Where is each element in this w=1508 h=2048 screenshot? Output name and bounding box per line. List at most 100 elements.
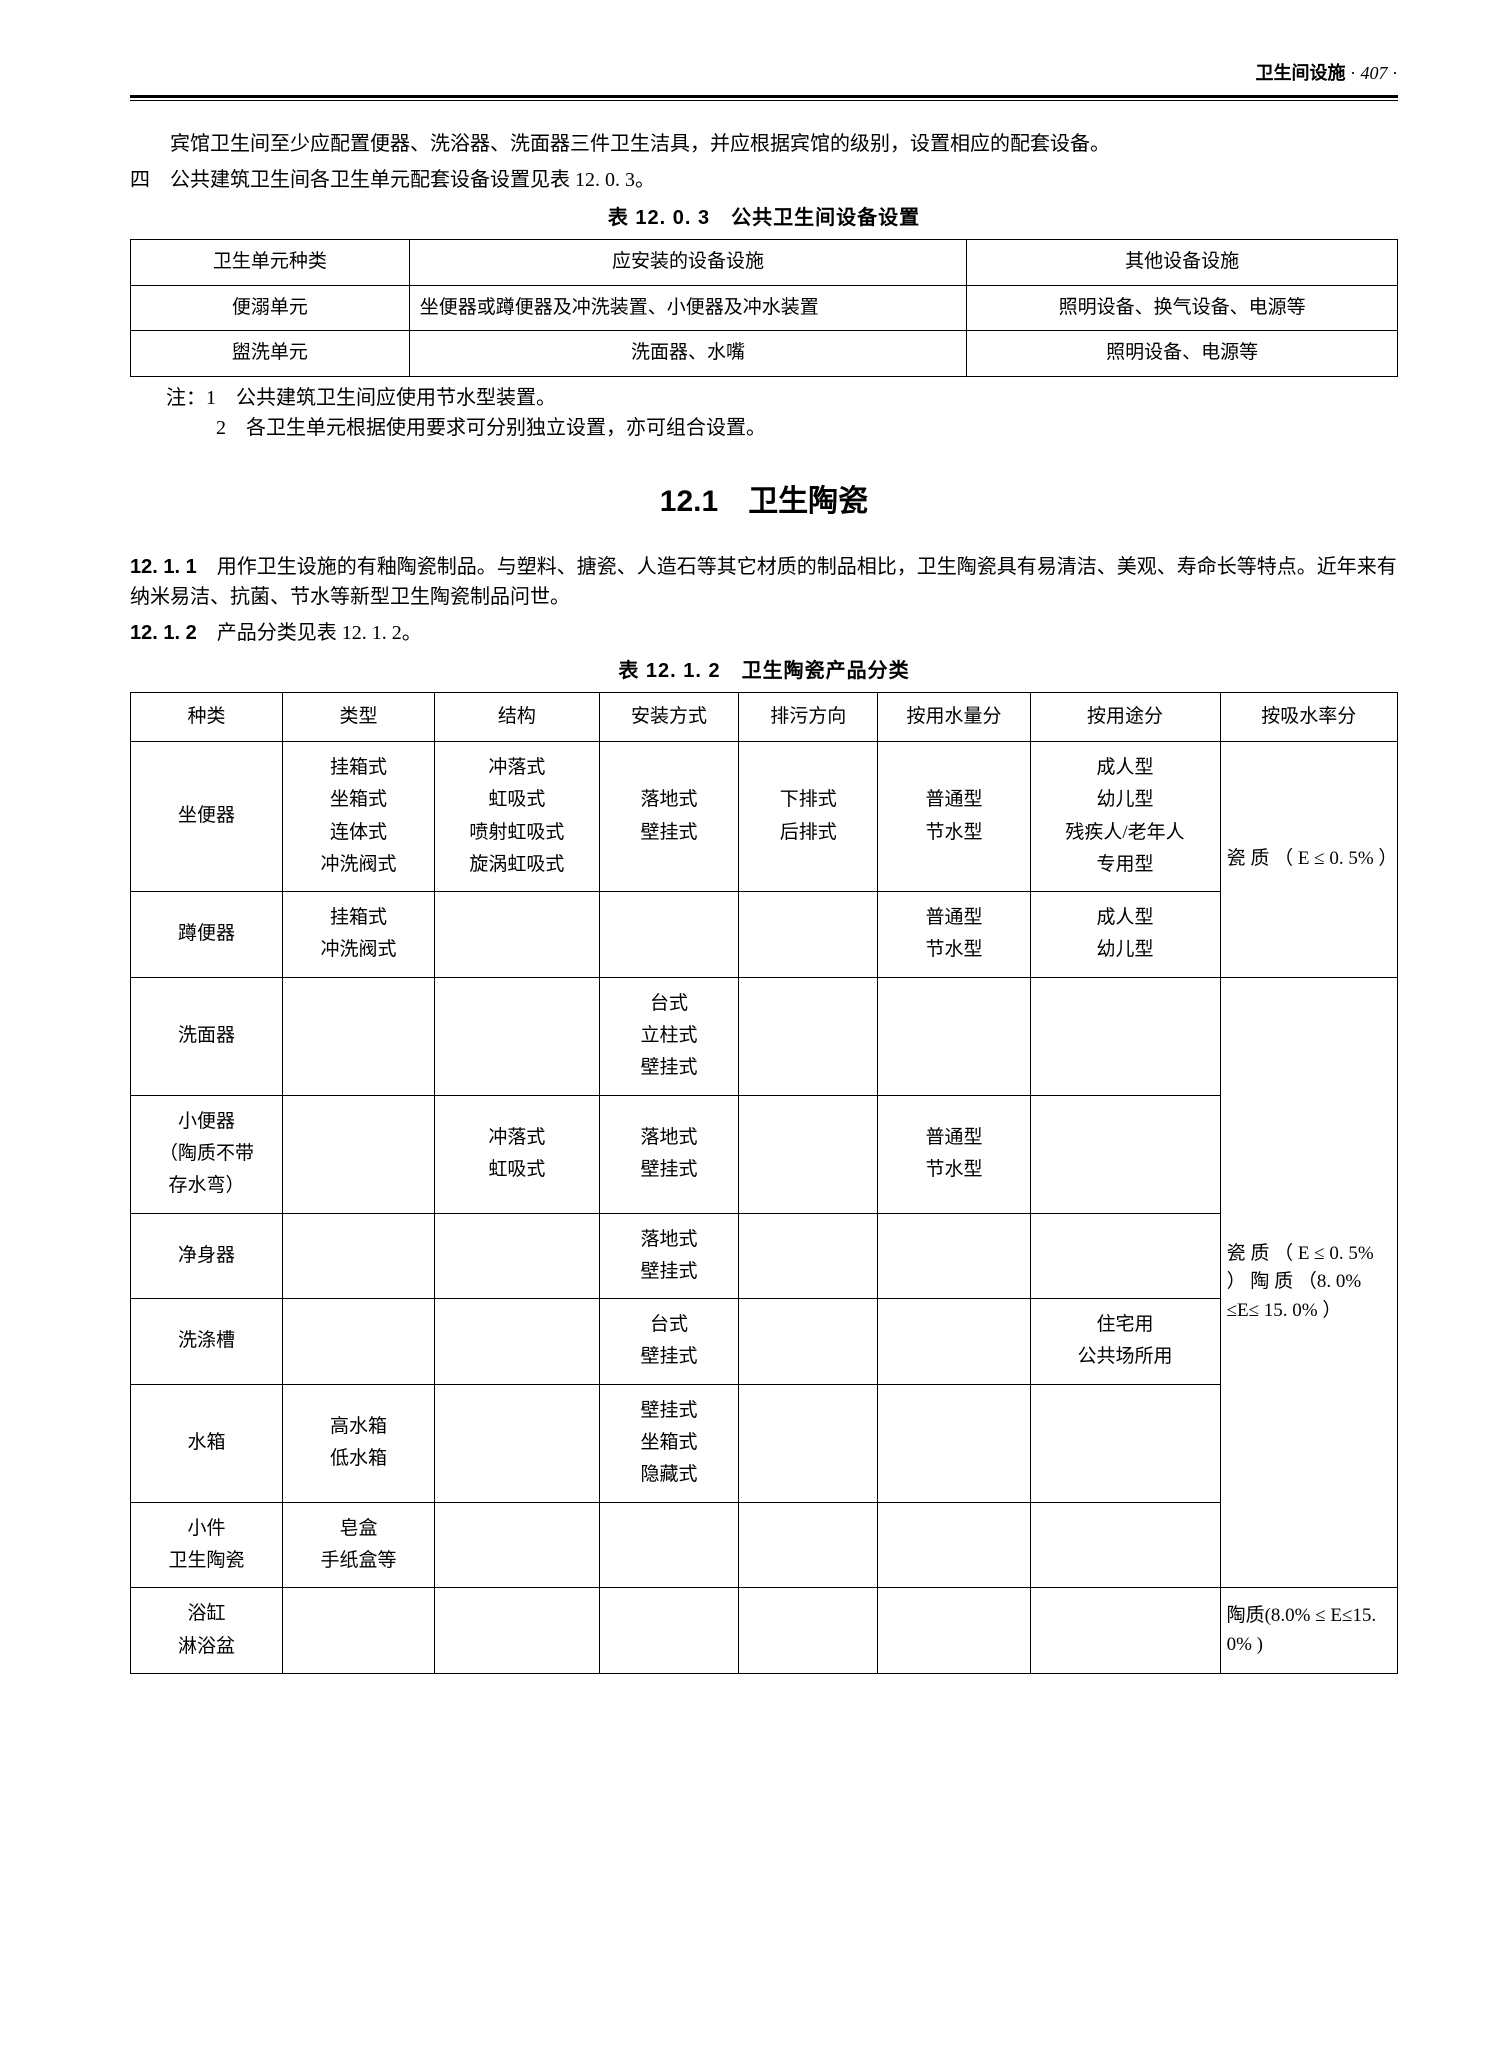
table-12-1-2-caption: 表 12. 1. 2 卫生陶瓷产品分类 (130, 656, 1398, 686)
t2-r4c1: 小便器 （陶质不带 存水弯） (131, 1095, 283, 1213)
t2-r6c2 (283, 1299, 435, 1385)
t2-r8c7 (1030, 1502, 1220, 1588)
t2-r3c1: 洗面器 (131, 977, 283, 1095)
dot: · (1350, 63, 1356, 83)
t2-r9c5 (739, 1588, 878, 1674)
header-title: 卫生间设施 (1256, 63, 1346, 83)
t2-r1c1: 坐便器 (131, 742, 283, 892)
t2-r4c4: 落地式 壁挂式 (599, 1095, 738, 1213)
t1-r2c3: 照明设备、电源等 (967, 331, 1398, 377)
intro-paragraph-2: 四 公共建筑卫生间各卫生单元配套设备设置见表 12. 0. 3。 (130, 165, 1398, 195)
t2-r6c4: 台式 壁挂式 (599, 1299, 738, 1385)
running-header: 卫生间设施 · 407 · (130, 60, 1398, 93)
t2-r5c2 (283, 1213, 435, 1299)
t2-r1c6: 普通型 节水型 (878, 742, 1030, 892)
t2-r8c2: 皂盒 手纸盒等 (283, 1502, 435, 1588)
t2-r8c3 (435, 1502, 600, 1588)
t2-r9c6 (878, 1588, 1030, 1674)
t2-r6c1: 洗涤槽 (131, 1299, 283, 1385)
t2-r1c5: 下排式 后排式 (739, 742, 878, 892)
t2-r9c2 (283, 1588, 435, 1674)
table-12-0-3: 卫生单元种类 应安装的设备设施 其他设备设施 便溺单元 坐便器或蹲便器及冲洗装置… (130, 239, 1398, 377)
t2-r9c4 (599, 1588, 738, 1674)
t2-r3c6 (878, 977, 1030, 1095)
t2-r8c4 (599, 1502, 738, 1588)
t2-r7c1: 水箱 (131, 1384, 283, 1502)
t2-r4c5 (739, 1095, 878, 1213)
t2-r8c1: 小件 卫生陶瓷 (131, 1502, 283, 1588)
clause-num: 12. 1. 1 (130, 556, 197, 578)
t1-r1c2: 坐便器或蹲便器及冲洗装置、小便器及冲水装置 (409, 285, 966, 331)
t2-r9c7 (1030, 1588, 1220, 1674)
header-rule (130, 95, 1398, 101)
t2-r5c7 (1030, 1213, 1220, 1299)
t2-h3: 结构 (435, 692, 600, 742)
t1-head-1: 卫生单元种类 (131, 240, 410, 286)
t2-r2c6: 普通型 节水型 (878, 892, 1030, 978)
t2-r4c3: 冲落式 虹吸式 (435, 1095, 600, 1213)
section-title: 卫生陶瓷 (748, 485, 868, 518)
t2-r3c7 (1030, 977, 1220, 1095)
t2-r2c2: 挂箱式 冲洗阀式 (283, 892, 435, 978)
t2-r1c3: 冲落式 虹吸式 喷射虹吸式 旋涡虹吸式 (435, 742, 600, 892)
notes-label: 注：1 公共建筑卫生间应使用节水型装置。 (166, 387, 556, 409)
t2-h4: 安装方式 (599, 692, 738, 742)
t2-r1c2: 挂箱式 坐箱式 连体式 冲洗阀式 (283, 742, 435, 892)
page-number: 407 (1361, 63, 1388, 83)
t2-r9c1: 浴缸 淋浴盆 (131, 1588, 283, 1674)
clause-12-1-2: 12. 1. 2 产品分类见表 12. 1. 2。 (130, 618, 1398, 648)
t2-r6c3 (435, 1299, 600, 1385)
t2-r5c4: 落地式 壁挂式 (599, 1213, 738, 1299)
table-12-0-3-caption: 表 12. 0. 3 公共卫生间设备设置 (130, 203, 1398, 233)
table-12-1-2: 种类 类型 结构 安装方式 排污方向 按用水量分 按用途分 按吸水率分 坐便器 … (130, 692, 1398, 1674)
t2-r2c3 (435, 892, 600, 978)
t2-r2c5 (739, 892, 878, 978)
t2-r4c7 (1030, 1095, 1220, 1213)
t2-r3c2 (283, 977, 435, 1095)
clause-num: 12. 1. 2 (130, 622, 197, 644)
t2-r3c5 (739, 977, 878, 1095)
t2-r7c3 (435, 1384, 600, 1502)
note-2: 2 各卫生单元根据使用要求可分别独立设置，亦可组合设置。 (216, 417, 766, 439)
dot: · (1392, 63, 1398, 83)
t1-head-3: 其他设备设施 (967, 240, 1398, 286)
clause-text: 产品分类见表 12. 1. 2。 (217, 622, 422, 644)
t2-r2c4 (599, 892, 738, 978)
t2-r7c2: 高水箱 低水箱 (283, 1384, 435, 1502)
t2-r7c7 (1030, 1384, 1220, 1502)
t2-r6c6 (878, 1299, 1030, 1385)
section-12-1-heading: 12.1 卫生陶瓷 (130, 479, 1398, 524)
t2-r5c6 (878, 1213, 1030, 1299)
t2-r7c4: 壁挂式 坐箱式 隐藏式 (599, 1384, 738, 1502)
t2-r3c3 (435, 977, 600, 1095)
t1-head-2: 应安装的设备设施 (409, 240, 966, 286)
t1-r2c2: 洗面器、水嘴 (409, 331, 966, 377)
t2-r7c6 (878, 1384, 1030, 1502)
t1-r1c1: 便溺单元 (131, 285, 410, 331)
t2-r3-8c8: 瓷 质 （ E ≤ 0. 5% ） 陶 质 （8. 0% ≤E≤ 15. 0% … (1220, 977, 1397, 1587)
t2-r7c5 (739, 1384, 878, 1502)
t2-r6c7: 住宅用 公共场所用 (1030, 1299, 1220, 1385)
t2-r8c6 (878, 1502, 1030, 1588)
t2-h8: 按吸水率分 (1220, 692, 1397, 742)
t2-r5c1: 净身器 (131, 1213, 283, 1299)
t2-r1c7: 成人型 幼儿型 残疾人/老年人 专用型 (1030, 742, 1220, 892)
t2-r9c8: 陶质(8.0% ≤ E≤15. 0% ) (1220, 1588, 1397, 1674)
t2-r5c5 (739, 1213, 878, 1299)
t2-r8c5 (739, 1502, 878, 1588)
table1-notes: 注：1 公共建筑卫生间应使用节水型装置。 2 各卫生单元根据使用要求可分别独立设… (130, 383, 1398, 443)
t2-r9c3 (435, 1588, 600, 1674)
t2-r2c1: 蹲便器 (131, 892, 283, 978)
t2-h5: 排污方向 (739, 692, 878, 742)
clause-number: 四 (130, 169, 150, 191)
t2-r3c4: 台式 立柱式 壁挂式 (599, 977, 738, 1095)
t2-r2c7: 成人型 幼儿型 (1030, 892, 1220, 978)
clause-text: 公共建筑卫生间各卫生单元配套设备设置见表 12. 0. 3。 (170, 169, 655, 191)
t2-r4c2 (283, 1095, 435, 1213)
clause-12-1-1: 12. 1. 1 用作卫生设施的有釉陶瓷制品。与塑料、搪瓷、人造石等其它材质的制… (130, 552, 1398, 612)
section-number: 12.1 (660, 485, 718, 518)
clause-text: 用作卫生设施的有釉陶瓷制品。与塑料、搪瓷、人造石等其它材质的制品相比，卫生陶瓷具… (130, 556, 1397, 608)
t2-h6: 按用水量分 (878, 692, 1030, 742)
t2-r6c5 (739, 1299, 878, 1385)
t2-h1: 种类 (131, 692, 283, 742)
